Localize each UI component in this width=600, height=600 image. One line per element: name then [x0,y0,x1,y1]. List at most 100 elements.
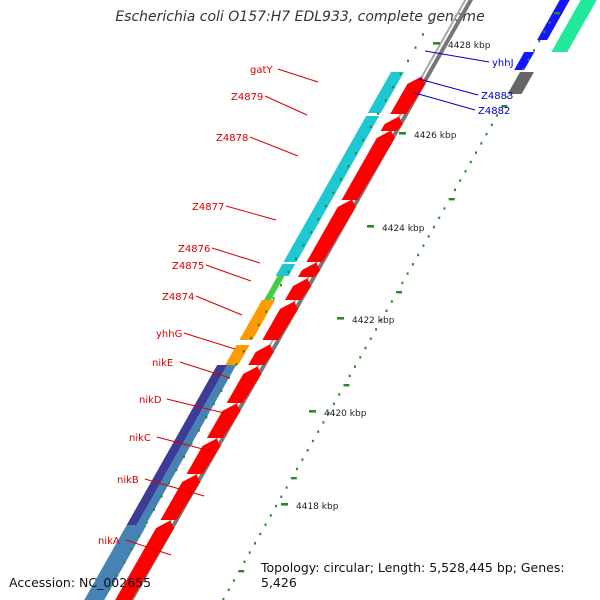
scale-tick-minor [222,597,225,600]
scale-tick-major [238,570,245,573]
scale-tick-minor [511,86,514,89]
scale-tick-minor [438,216,441,219]
scale-tick-minor [422,244,425,247]
gene-block-Z4874 [239,300,275,340]
gene-label-yhhJ: yhhJ [492,58,514,69]
gene-label-yhhG: yhhG [156,329,182,340]
left-tick-minor [123,561,126,564]
scale-tick-minor [301,458,304,461]
gene-leader-Z4875 [205,264,252,282]
scale-tick-major [343,384,350,387]
scale-tick-minor [548,21,551,24]
left-tick-minor [250,336,253,340]
left-tick-minor [392,86,395,89]
scale-tick-minor [453,188,456,192]
left-tick-minor [145,521,148,524]
scale-tick-major [448,198,455,201]
gene-label-nikD: nikD [139,395,162,406]
scale-tick-minor [353,365,356,368]
scale-label: 4418 kbp [296,502,339,512]
left-tick-minor [280,284,283,287]
gene-leader-yhhG [183,332,236,350]
scale-tick-minor [327,411,330,415]
scale-tick-major [396,291,403,294]
gene-block-nikE [126,365,228,525]
scale-tick-minor [359,356,362,359]
left-tick-minor [115,574,118,577]
gene-leader-Z4879 [264,95,308,116]
scale-tick-major [433,42,440,45]
gene-arrow-2 [380,116,403,131]
scale-label: 4428 kbp [448,41,491,51]
gene-block-yhhJ-mint [551,0,597,52]
scale-tick-major [553,12,560,15]
genome-summary: Topology: circular; Length: 5,528,445 bp… [261,560,565,590]
gene-label-Z4883: Z4883 [481,91,513,102]
scale-tick-minor [532,49,535,52]
gene-leader-nikC [156,436,215,453]
scale-tick-minor [348,374,351,378]
left-tick-minor [182,455,185,458]
scale-tick-minor [432,225,435,229]
scale-tick-minor [317,430,320,433]
left-tick-minor [347,165,350,168]
gene-label-Z4879: Z4879 [231,92,263,103]
left-tick-minor [332,191,335,194]
scale-tick-minor [469,160,472,164]
gene-arrow-4 [306,199,356,262]
gene-label-Z4876: Z4876 [178,244,210,255]
scale-tick-minor [427,235,430,238]
gene-leader-nikE [179,361,231,379]
scale-tick-minor [254,542,257,545]
gene-leader-nikD [166,398,225,414]
left-tick-minor [362,138,365,142]
scale-tick-minor [338,393,341,396]
scale-tick-minor [232,579,235,582]
scale-tick-minor [390,300,393,303]
left-tick-minor [354,152,357,155]
gene-block-Z4875 [264,276,285,300]
gene-label-Z4874: Z4874 [162,292,194,303]
gene-arrow-8 [248,344,274,365]
left-tick-minor [130,548,133,551]
scale-tick-minor [490,123,493,126]
scale-tick-minor [506,95,509,99]
left-tick-minor [265,310,268,313]
gene-block-yhhG [225,345,250,365]
scale-tick-minor [522,67,525,71]
gene-block-nikA [84,525,147,600]
scale-tick-minor [485,132,488,136]
scale-tick-major [367,225,374,228]
accession-label: Accession: NC_002655 [9,575,152,590]
left-tick-minor [421,33,424,36]
scale-tick-major [399,132,406,135]
left-tick-minor [205,416,208,419]
gene-block-Z4876 [275,264,296,276]
scale-tick-minor [248,551,251,554]
left-tick-minor [190,442,193,445]
left-tick-minor [272,297,275,300]
scale-tick-minor [259,532,262,536]
scale-tick-minor [443,207,446,210]
scale-tick-minor [264,523,267,526]
gene-block-Z4882 [507,72,535,94]
gene-arrow-12 [160,474,201,520]
left-tick-minor [339,178,342,181]
left-tick-minor [302,244,305,247]
gene-leader-gatY [277,68,319,83]
scale-tick-minor [464,170,467,173]
scale-tick-minor [385,309,388,312]
gene-label-nikB: nikB [117,475,139,486]
left-tick-minor [153,508,156,511]
scale-tick-minor [401,281,404,285]
left-tick-minor [384,99,387,102]
scale-tick-major [281,503,288,506]
scale-tick-minor [332,402,335,405]
left-tick-minor [257,323,260,326]
scale-tick-minor [269,514,272,517]
scale-tick-minor [280,495,283,498]
gene-label-nikA: nikA [98,536,120,547]
scale-tick-minor [380,318,383,322]
left-tick-minor [414,46,417,49]
